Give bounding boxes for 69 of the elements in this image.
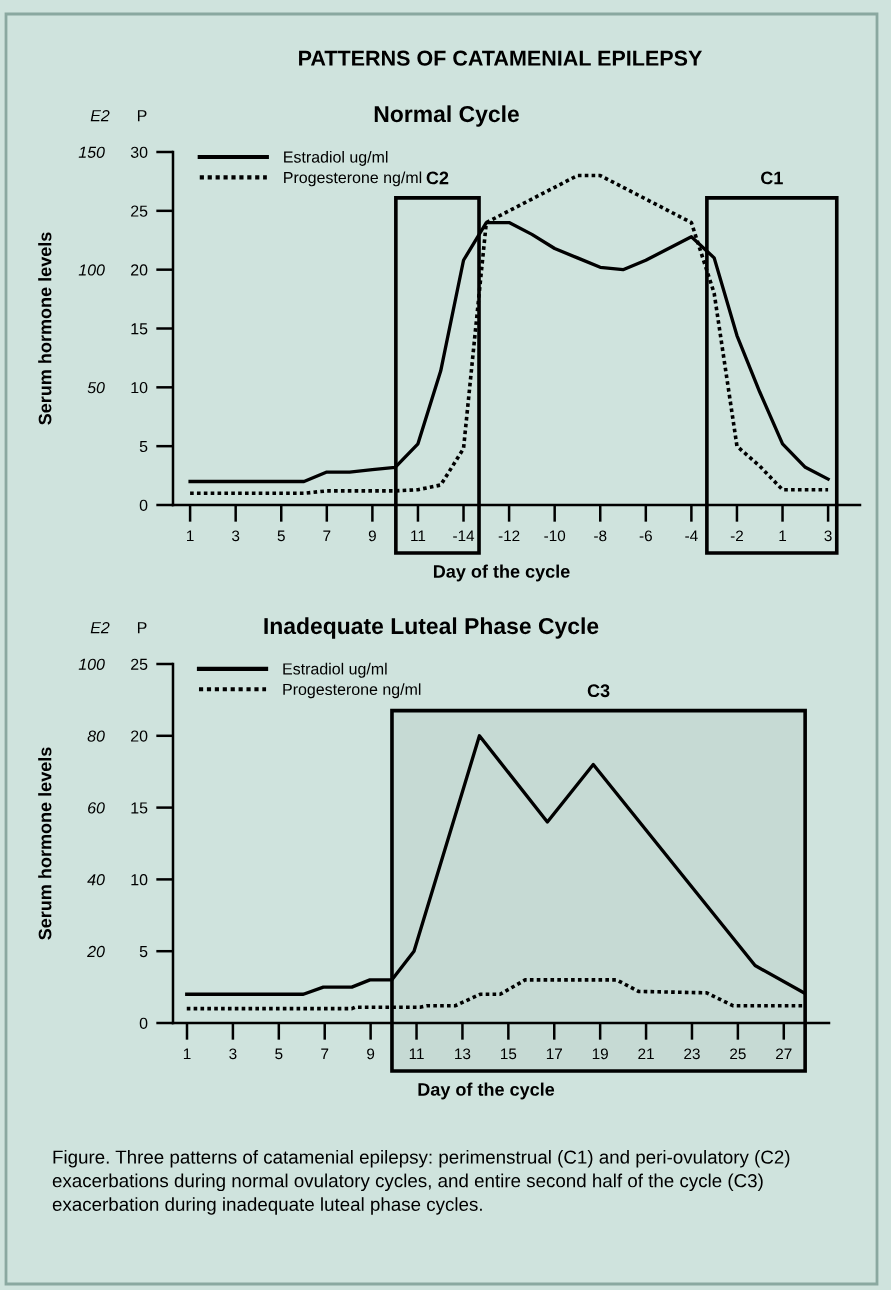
x-tick-label: -12 — [498, 530, 520, 542]
y-tick-label: 100 — [78, 658, 105, 670]
legend-label: Progesterone ng/ml — [283, 683, 421, 699]
x-tick-label: 7 — [323, 530, 331, 542]
y-tick-label: 100 — [78, 264, 105, 276]
x-tick-label: 9 — [368, 530, 376, 542]
y2-tick-label: 10 — [131, 874, 148, 886]
x-tick-label: 1 — [779, 530, 787, 542]
legend-label: Estradiol ug/ml — [284, 150, 388, 166]
y-tick-label: 60 — [88, 802, 105, 814]
x-tick-label: 27 — [776, 1048, 792, 1060]
x-tick-label: 5 — [275, 1048, 283, 1060]
y2-axis-title: P — [137, 110, 147, 122]
y-tick-label: 80 — [87, 730, 105, 742]
legend-label: Estradiol ug/ml — [283, 662, 387, 678]
y2-axis-title: P — [137, 622, 147, 634]
y-tick-label: 150 — [78, 146, 105, 158]
x-tick-label: 11 — [411, 530, 426, 542]
x-tick-label: 1 — [187, 530, 194, 542]
y2-tick-label: 5 — [139, 946, 148, 958]
x-tick-label: -2 — [730, 530, 743, 542]
text: E2 — [90, 109, 110, 122]
x-tick-label: 9 — [367, 1048, 375, 1060]
y-tick-label: 50 — [87, 381, 105, 394]
chart-title: Normal Cycle — [374, 105, 519, 127]
y-tick-label: 20 — [87, 945, 105, 958]
x-tick-label: 25 — [730, 1048, 746, 1060]
x-tick-label: 1 — [183, 1048, 191, 1060]
y2-tick-label: 0 — [139, 499, 148, 511]
y2-tick-label: 0 — [139, 1017, 148, 1029]
y2-tick-label: 25 — [131, 205, 148, 217]
x-axis-title: Day of the cycle — [433, 564, 570, 582]
x-tick-label: -10 — [544, 530, 566, 542]
x-tick-label: -4 — [685, 530, 698, 542]
y-axis-title: Serum hormone levels — [38, 747, 52, 940]
x-tick-label: 11 — [409, 1048, 424, 1060]
x-tick-label: 3 — [229, 1048, 237, 1060]
x-tick-label: 19 — [592, 1048, 608, 1060]
annotation: C2 — [426, 171, 449, 185]
y-tick-label: 40 — [87, 874, 105, 886]
x-tick-label: 21 — [638, 1048, 654, 1060]
y2-tick-label: 5 — [139, 440, 148, 453]
y2-tick-label: 15 — [131, 323, 148, 335]
x-tick-label: 3 — [824, 530, 832, 542]
x-tick-label: 7 — [321, 1048, 329, 1060]
x-tick-label: 15 — [501, 1048, 517, 1060]
text: E2 — [90, 621, 110, 634]
y2-tick-label: 20 — [131, 264, 148, 276]
x-tick-label: 13 — [455, 1048, 471, 1060]
text: Figure. Three patterns of catamenial epilepsy: perimenstrual (C1) and peri-ovulatory (C2) exacerbations during normal ovulatory cycles, and entire second half of the cycle (C3) exacerbation during inadequate luteal phase cycles. — [52, 1150, 790, 1215]
x-tick-label: 23 — [684, 1048, 700, 1060]
x-tick-label: 5 — [277, 530, 285, 542]
x-tick-label: -6 — [639, 530, 652, 542]
x-axis-title: Day of the cycle — [418, 1082, 555, 1100]
x-tick-label: -8 — [594, 530, 607, 542]
text: PATTERNS OF CATAMENIAL EPILEPSY — [299, 50, 703, 66]
y-axis-title: Serum hormone levels — [38, 232, 52, 425]
x-tick-label: -14 — [453, 530, 475, 542]
x-tick-label: 3 — [232, 530, 240, 542]
x-tick-label: 17 — [546, 1048, 562, 1060]
annotation: C1 — [761, 171, 783, 185]
y2-tick-label: 15 — [131, 802, 148, 814]
y2-tick-label: 25 — [131, 658, 148, 670]
band-label: C3 — [587, 684, 610, 698]
y2-tick-label: 30 — [130, 146, 148, 158]
y2-tick-label: 10 — [131, 381, 148, 394]
legend-label: Progesterone ng/ml — [284, 171, 422, 187]
chart-title: Inadequate Luteal Phase Cycle — [264, 617, 599, 639]
y2-tick-label: 20 — [131, 730, 148, 742]
